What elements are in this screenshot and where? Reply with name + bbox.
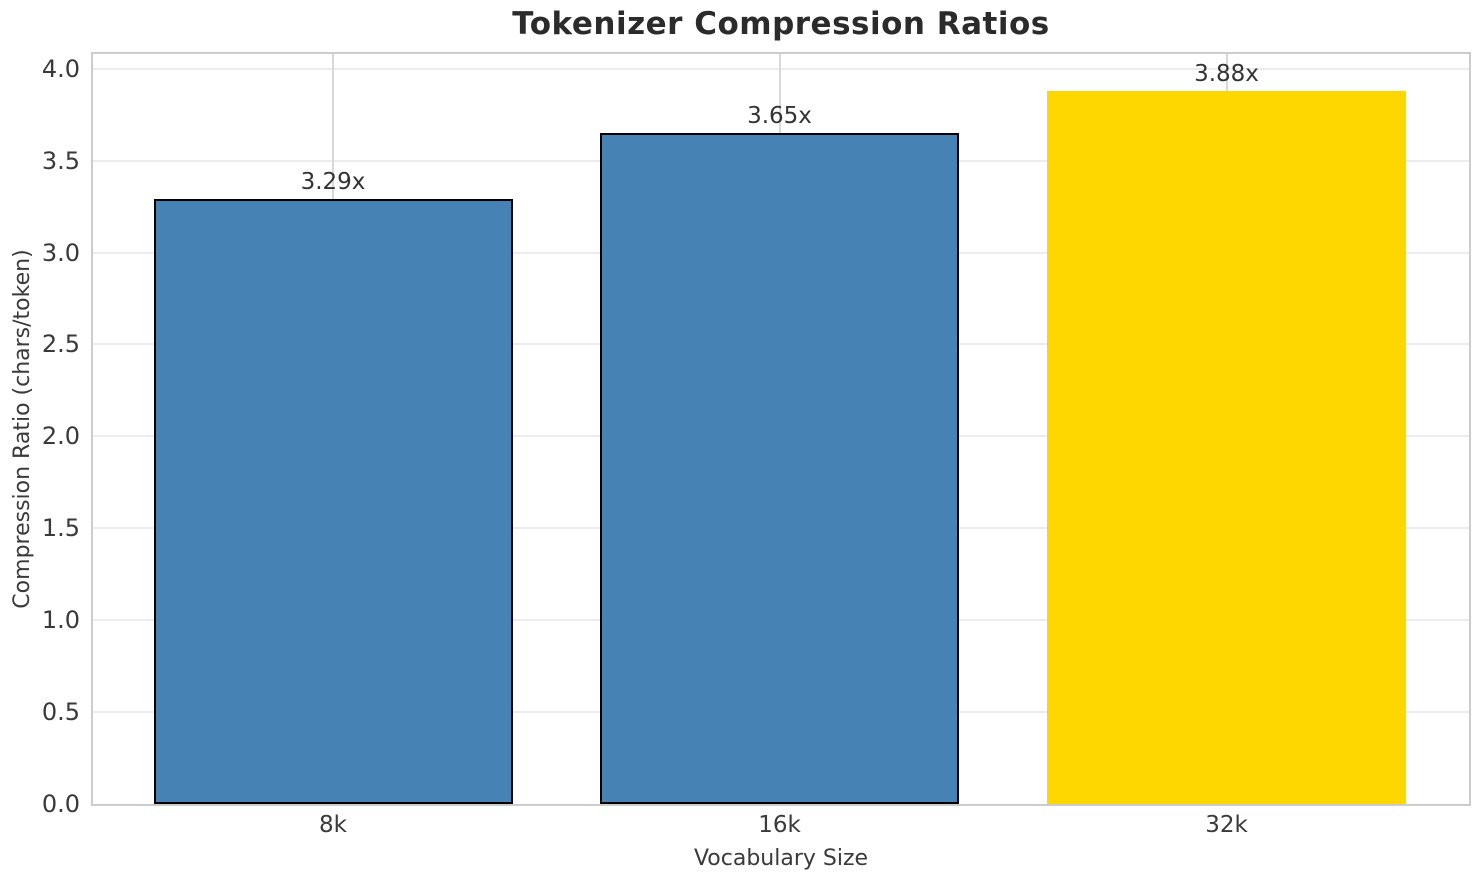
bar-value-label: 3.29x [300,169,366,196]
x-axis-label: Vocabulary Size [693,846,869,871]
y-tick-label: 0.5 [41,698,80,727]
bar-value-label: 3.65x [747,103,812,130]
bar-8k [153,199,513,804]
plot-area [91,52,1471,806]
y-tick-label: 3.5 [41,146,80,175]
x-tick-label: 8k [319,812,347,838]
y-tick-label: 0.0 [41,790,80,818]
y-tick-label: 1.0 [41,606,80,635]
x-tick-label: 32k [1205,812,1248,838]
gridline-horizontal [93,67,1469,70]
chart-title: Tokenizer Compression Ratios [512,6,1050,42]
y-tick-label: 4.0 [41,54,80,83]
y-tick-label: 1.5 [41,514,80,543]
x-tick-label: 16k [758,812,801,838]
bar-value-label: 3.88x [1194,60,1259,87]
y-tick-label: 2.5 [41,330,80,359]
y-tick-label: 3.0 [41,238,80,267]
bar-16k [600,133,959,804]
y-tick-label: 2.0 [41,422,80,451]
bar-32k [1047,90,1406,804]
